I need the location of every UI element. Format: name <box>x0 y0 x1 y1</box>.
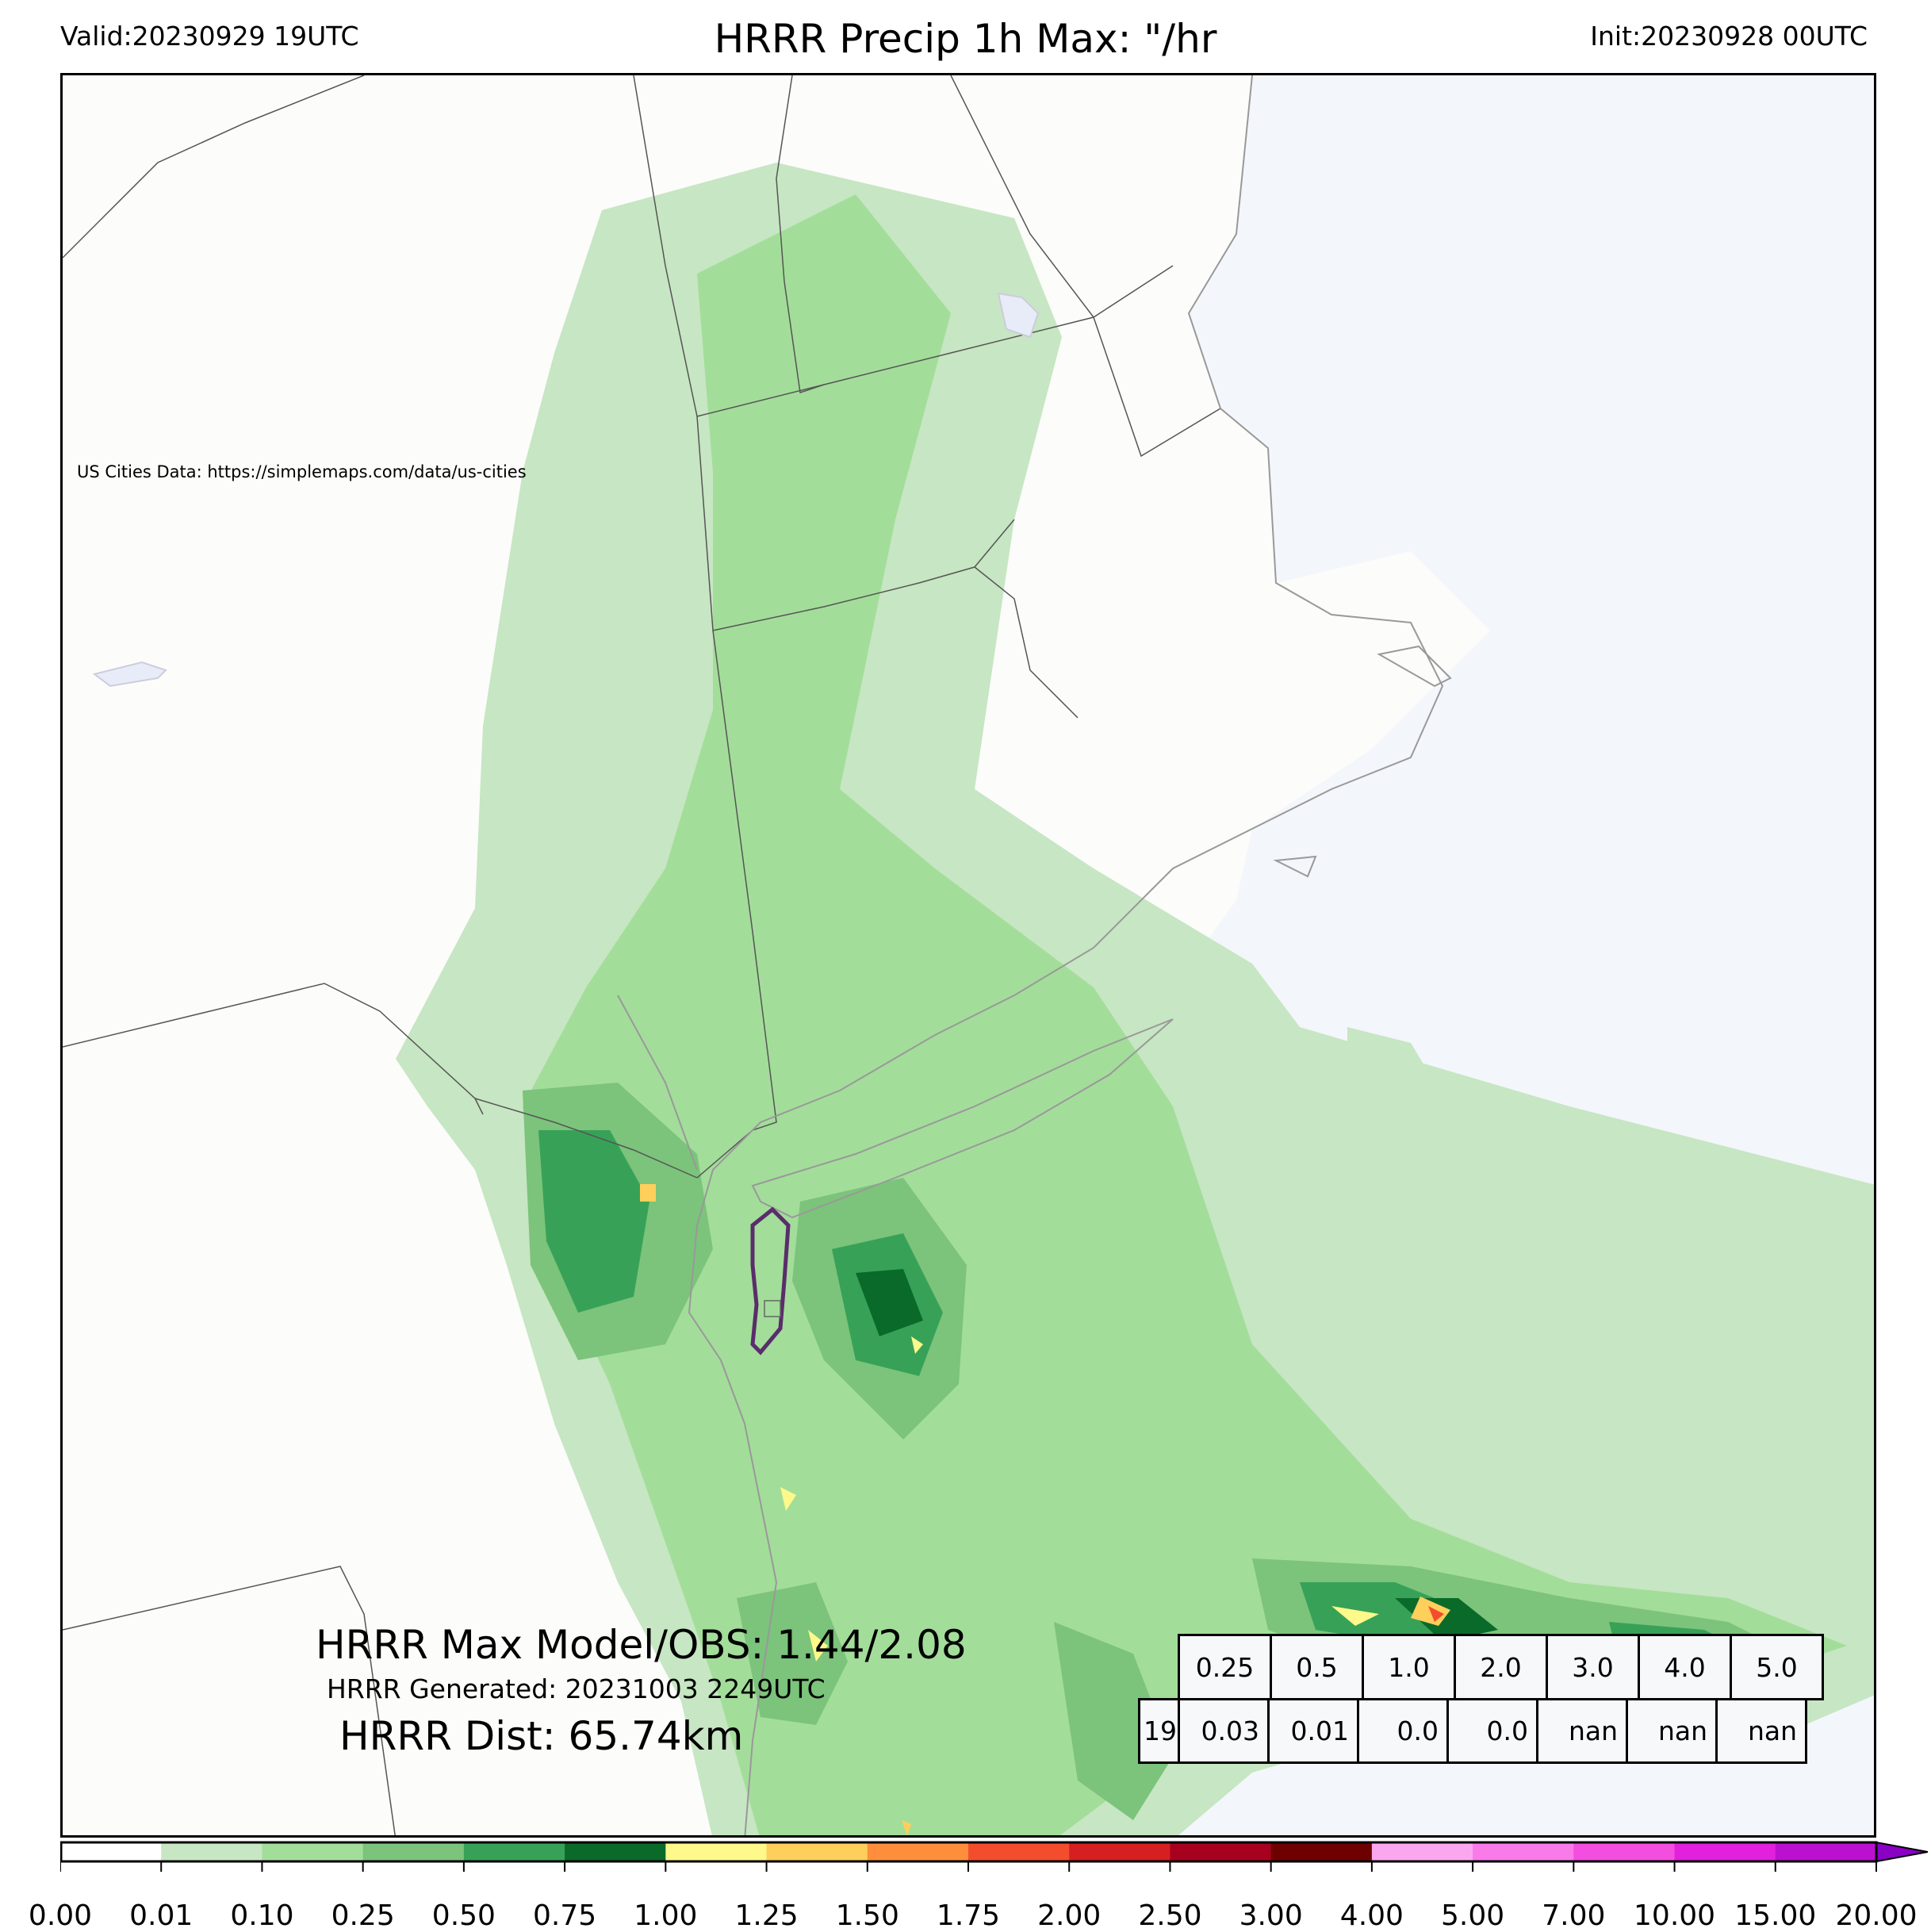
colorbar-segment <box>362 1842 465 1861</box>
lake <box>92 661 167 688</box>
valid-time: Valid:20230929 19UTC <box>60 21 359 52</box>
map-canvas <box>63 75 1874 1835</box>
value-cell: nan <box>1626 1698 1718 1764</box>
colorbar-segment <box>161 1842 262 1861</box>
threshold-cell: 1.0 <box>1362 1634 1456 1700</box>
threshold-cell: 0.25 <box>1178 1634 1272 1700</box>
init-time: Init:20230928 00UTC <box>1590 21 1868 52</box>
colorbar-segment <box>867 1842 969 1861</box>
obs-contour <box>750 1206 791 1355</box>
colorbar-extend-arrow <box>1875 1841 1928 1863</box>
coastline <box>617 75 1452 1835</box>
colorbar-segment <box>1270 1842 1373 1861</box>
colorbar-tick-label: 1.50 <box>835 1899 899 1932</box>
colorbar-segment <box>60 1842 162 1861</box>
lake <box>997 292 1040 339</box>
value-cell: nan <box>1715 1698 1807 1764</box>
value-cell: 0.0 <box>1446 1698 1538 1764</box>
map-title: HRRR Precip 1h Max: "/hr <box>714 16 1217 62</box>
colorbar-segment <box>766 1842 868 1861</box>
attribution: US Cities Data: https://simplemaps.com/d… <box>77 462 527 481</box>
colorbar-tick-label: 4.00 <box>1339 1899 1404 1932</box>
colorbar-tick-label: 2.00 <box>1037 1899 1102 1932</box>
threshold-values: 19 0.03 0.01 0.0 0.0 nan nan nan <box>1138 1698 1807 1764</box>
colorbar-tick-label: 0.25 <box>331 1899 395 1932</box>
colorbar-segment <box>1573 1842 1676 1861</box>
colorbar-tick-label: 2.50 <box>1138 1899 1202 1932</box>
colorbar-segment <box>565 1842 666 1861</box>
colorbar-tick-label: 0.10 <box>230 1899 294 1932</box>
colorbar-tick-label: 1.00 <box>634 1899 698 1932</box>
obs-marker <box>764 1300 781 1317</box>
max-model-obs: HRRR Max Model/OBS: 1.44/2.08 <box>316 1622 967 1668</box>
colorbar-tick-label: 1.75 <box>936 1899 1001 1932</box>
colorbar-segment <box>1170 1842 1272 1861</box>
colorbar-segment <box>1674 1842 1776 1861</box>
colorbar-tick-label: 20.00 <box>1835 1899 1918 1932</box>
colorbar-tick-label: 15.00 <box>1734 1899 1817 1932</box>
colorbar-tick-label: 0.00 <box>28 1899 93 1932</box>
colorbar-tick-label: 10.00 <box>1634 1899 1716 1932</box>
colorbar-tick-label: 0.75 <box>533 1899 597 1932</box>
colorbar-segment <box>1775 1842 1877 1861</box>
value-cell: nan <box>1536 1698 1628 1764</box>
colorbar-tick-label: 1.25 <box>734 1899 799 1932</box>
colorbar-tick-label: 7.00 <box>1542 1899 1606 1932</box>
value-cell: 0.03 <box>1178 1698 1270 1764</box>
colorbar-segment <box>665 1842 768 1861</box>
threshold-cell: 5.0 <box>1730 1634 1824 1700</box>
threshold-cell: 2.0 <box>1454 1634 1548 1700</box>
colorbar-segment <box>463 1842 565 1861</box>
precip-map: US Cities Data: https://simplemaps.com/d… <box>60 73 1876 1838</box>
distance: HRRR Dist: 65.74km <box>339 1713 744 1759</box>
colorbar-segment <box>1069 1842 1170 1861</box>
value-cell: 0.01 <box>1267 1698 1359 1764</box>
colorbar <box>60 1841 1928 1872</box>
colorbar-tick-label: 0.01 <box>129 1899 193 1932</box>
colorbar-tick-label: 0.50 <box>431 1899 496 1932</box>
colorbar-segment <box>1371 1842 1473 1861</box>
threshold-cell: 0.5 <box>1270 1634 1364 1700</box>
hour-label: 19 <box>1138 1698 1180 1764</box>
colorbar-tick-label: 5.00 <box>1441 1899 1505 1932</box>
threshold-cell: 3.0 <box>1546 1634 1640 1700</box>
generated-time: HRRR Generated: 20231003 2249UTC <box>327 1673 826 1704</box>
colorbar-segment <box>968 1842 1070 1861</box>
colorbar-segment <box>1473 1842 1574 1861</box>
threshold-cell: 4.0 <box>1638 1634 1732 1700</box>
colorbar-tick-label: 3.00 <box>1239 1899 1303 1932</box>
value-cell: 0.0 <box>1357 1698 1449 1764</box>
threshold-header: 0.25 0.5 1.0 2.0 3.0 4.0 5.0 <box>1178 1634 1824 1700</box>
state-borders <box>63 75 1221 1835</box>
colorbar-segment <box>262 1842 364 1861</box>
